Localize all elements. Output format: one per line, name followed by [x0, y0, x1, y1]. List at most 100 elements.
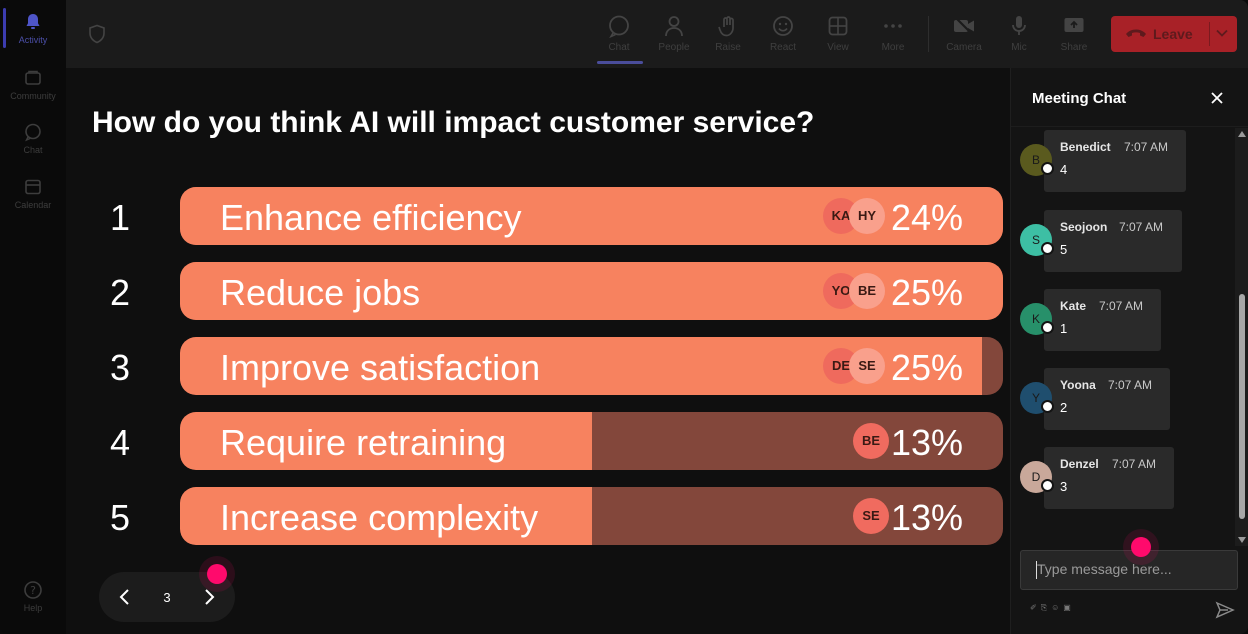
people-label: People [658, 42, 690, 53]
raise-hand-button[interactable]: Raise [704, 10, 752, 60]
presence-status-dot [1041, 321, 1054, 334]
close-icon[interactable] [1210, 91, 1224, 105]
chat-sender-name: Denzel [1060, 457, 1099, 471]
option-number: 5 [109, 497, 131, 538]
poll-option-bar[interactable]: Increase complexity SE 13% [180, 487, 1003, 545]
chat-icon [609, 15, 629, 38]
poll-option-bar[interactable]: Improve satisfaction DE SE 25% [180, 337, 1003, 395]
chat-title: Meeting Chat [1032, 90, 1127, 107]
voter-avatar: SE [853, 498, 889, 534]
option-number: 4 [109, 422, 131, 463]
presence-status-dot [1041, 479, 1054, 492]
more-icon [884, 24, 902, 28]
scroll-up-icon[interactable] [1238, 131, 1246, 137]
chevron-right-icon[interactable] [199, 587, 219, 607]
chat-message-text: 2 [1060, 400, 1068, 415]
send-icon[interactable] [1215, 600, 1235, 620]
calendar-icon [25, 179, 41, 195]
chat-sender-name: Kate [1060, 299, 1087, 313]
poll-option-label: Require retraining [220, 422, 507, 463]
avatar[interactable]: K [1020, 303, 1054, 335]
toolbar-divider [928, 16, 929, 52]
avatar-initial: S [1031, 233, 1040, 247]
react-label: React [769, 42, 797, 53]
rail-item-label: Help [23, 603, 43, 613]
chat-button[interactable]: Chat [595, 10, 643, 60]
view-button[interactable]: View [814, 10, 862, 60]
poll-option-percent: 25% [890, 347, 963, 388]
community-icon [25, 70, 41, 85]
poll-option-bar[interactable]: Enhance efficiency KA HY 24% [180, 187, 1003, 245]
avatar[interactable]: Y [1020, 382, 1054, 414]
voter-avatar: BE [853, 423, 889, 459]
format-icon[interactable]: ✐ [1030, 603, 1041, 612]
chat-timestamp: 7:07 AM [1119, 220, 1164, 234]
attach-icon[interactable]: ⎘ [1040, 603, 1052, 612]
poll-option-bar[interactable]: Reduce jobs YO BE 25% [180, 262, 1003, 320]
react-button[interactable]: React [759, 10, 807, 60]
chevron-left-icon[interactable] [115, 587, 135, 607]
share-button[interactable]: Share [1050, 10, 1098, 60]
poll-option-percent: 13% [890, 422, 963, 463]
chat-message[interactable]: Kate 7:07 AM 1 [1044, 289, 1161, 351]
avatar[interactable]: S [1020, 224, 1054, 256]
avatar-initial: Y [1031, 391, 1040, 405]
chat-timestamp: 7:07 AM [1112, 457, 1157, 471]
chat-message-text: 5 [1060, 242, 1068, 257]
voter-avatar: HY [849, 198, 885, 234]
voter-avatar: BE [849, 273, 885, 309]
rail-item-label: Community [10, 91, 56, 101]
shield-icon[interactable] [88, 24, 106, 44]
chat-label: Chat [608, 42, 630, 53]
poll-option-label: Enhance efficiency [220, 197, 522, 238]
share-label: Share [1060, 42, 1088, 53]
chat-timestamp: 7:07 AM [1099, 299, 1144, 313]
poll-option-label: Reduce jobs [220, 272, 421, 313]
app-rail: Activity Community Chat Calendar ? Help [0, 0, 67, 634]
leave-button[interactable]: Leave [1111, 16, 1237, 52]
rail-item-community[interactable]: Community [0, 68, 66, 101]
chat-message[interactable]: Denzel 7:07 AM 3 [1044, 447, 1174, 509]
raise-label: Raise [715, 42, 741, 53]
scroll-down-icon[interactable] [1238, 537, 1246, 543]
rail-active-indicator [3, 8, 6, 48]
emoji-icon[interactable]: ☺ [1051, 603, 1064, 612]
chat-active-indicator [597, 61, 643, 64]
chat-message[interactable]: Benedict 7:07 AM 4 [1044, 130, 1186, 192]
avatar-initial: B [1031, 153, 1040, 167]
avatar[interactable]: D [1020, 461, 1054, 493]
option-number: 1 [109, 197, 131, 238]
scroll-thumb[interactable] [1239, 294, 1245, 519]
people-icon [665, 16, 683, 37]
option-number: 2 [109, 272, 131, 313]
rail-item-chat[interactable]: Chat [0, 122, 66, 155]
rail-item-activity[interactable]: Activity [0, 12, 66, 45]
avatar[interactable]: B [1020, 144, 1054, 176]
chat-divider [1011, 126, 1248, 127]
rail-item-help[interactable]: ? Help [0, 580, 66, 613]
mic-icon [1012, 16, 1026, 35]
avatar-initial: K [1031, 312, 1040, 326]
mic-button[interactable]: Mic [995, 10, 1043, 60]
help-icon: ? [24, 581, 42, 599]
rail-item-label: Calendar [14, 200, 52, 210]
format-toolbar[interactable]: ✐⎘☺▣ [1030, 603, 1075, 613]
chat-message-text: 1 [1060, 321, 1068, 336]
more-button[interactable]: More [869, 10, 917, 60]
chat-message-text: 3 [1060, 479, 1068, 494]
chat-scrollbar[interactable] [1235, 128, 1248, 546]
camera-button[interactable]: Camera [940, 10, 988, 60]
poll-option-bar[interactable]: Require retraining BE 13% [180, 412, 1003, 470]
svg-text:?: ? [30, 584, 36, 597]
voter-avatar: SE [849, 348, 885, 384]
phone-hangup-icon [1126, 29, 1146, 37]
chat-message[interactable]: Seojoon 7:07 AM 5 [1044, 210, 1182, 272]
gif-icon[interactable]: ▣ [1063, 603, 1075, 612]
rail-item-calendar[interactable]: Calendar [0, 177, 66, 210]
chevron-down-icon[interactable] [1215, 26, 1229, 40]
text-caret [1036, 561, 1037, 579]
chat-message[interactable]: Yoona 7:07 AM 2 [1044, 368, 1170, 430]
chat-message-input[interactable]: Type message here... [1020, 550, 1238, 590]
people-button[interactable]: People [650, 10, 698, 60]
